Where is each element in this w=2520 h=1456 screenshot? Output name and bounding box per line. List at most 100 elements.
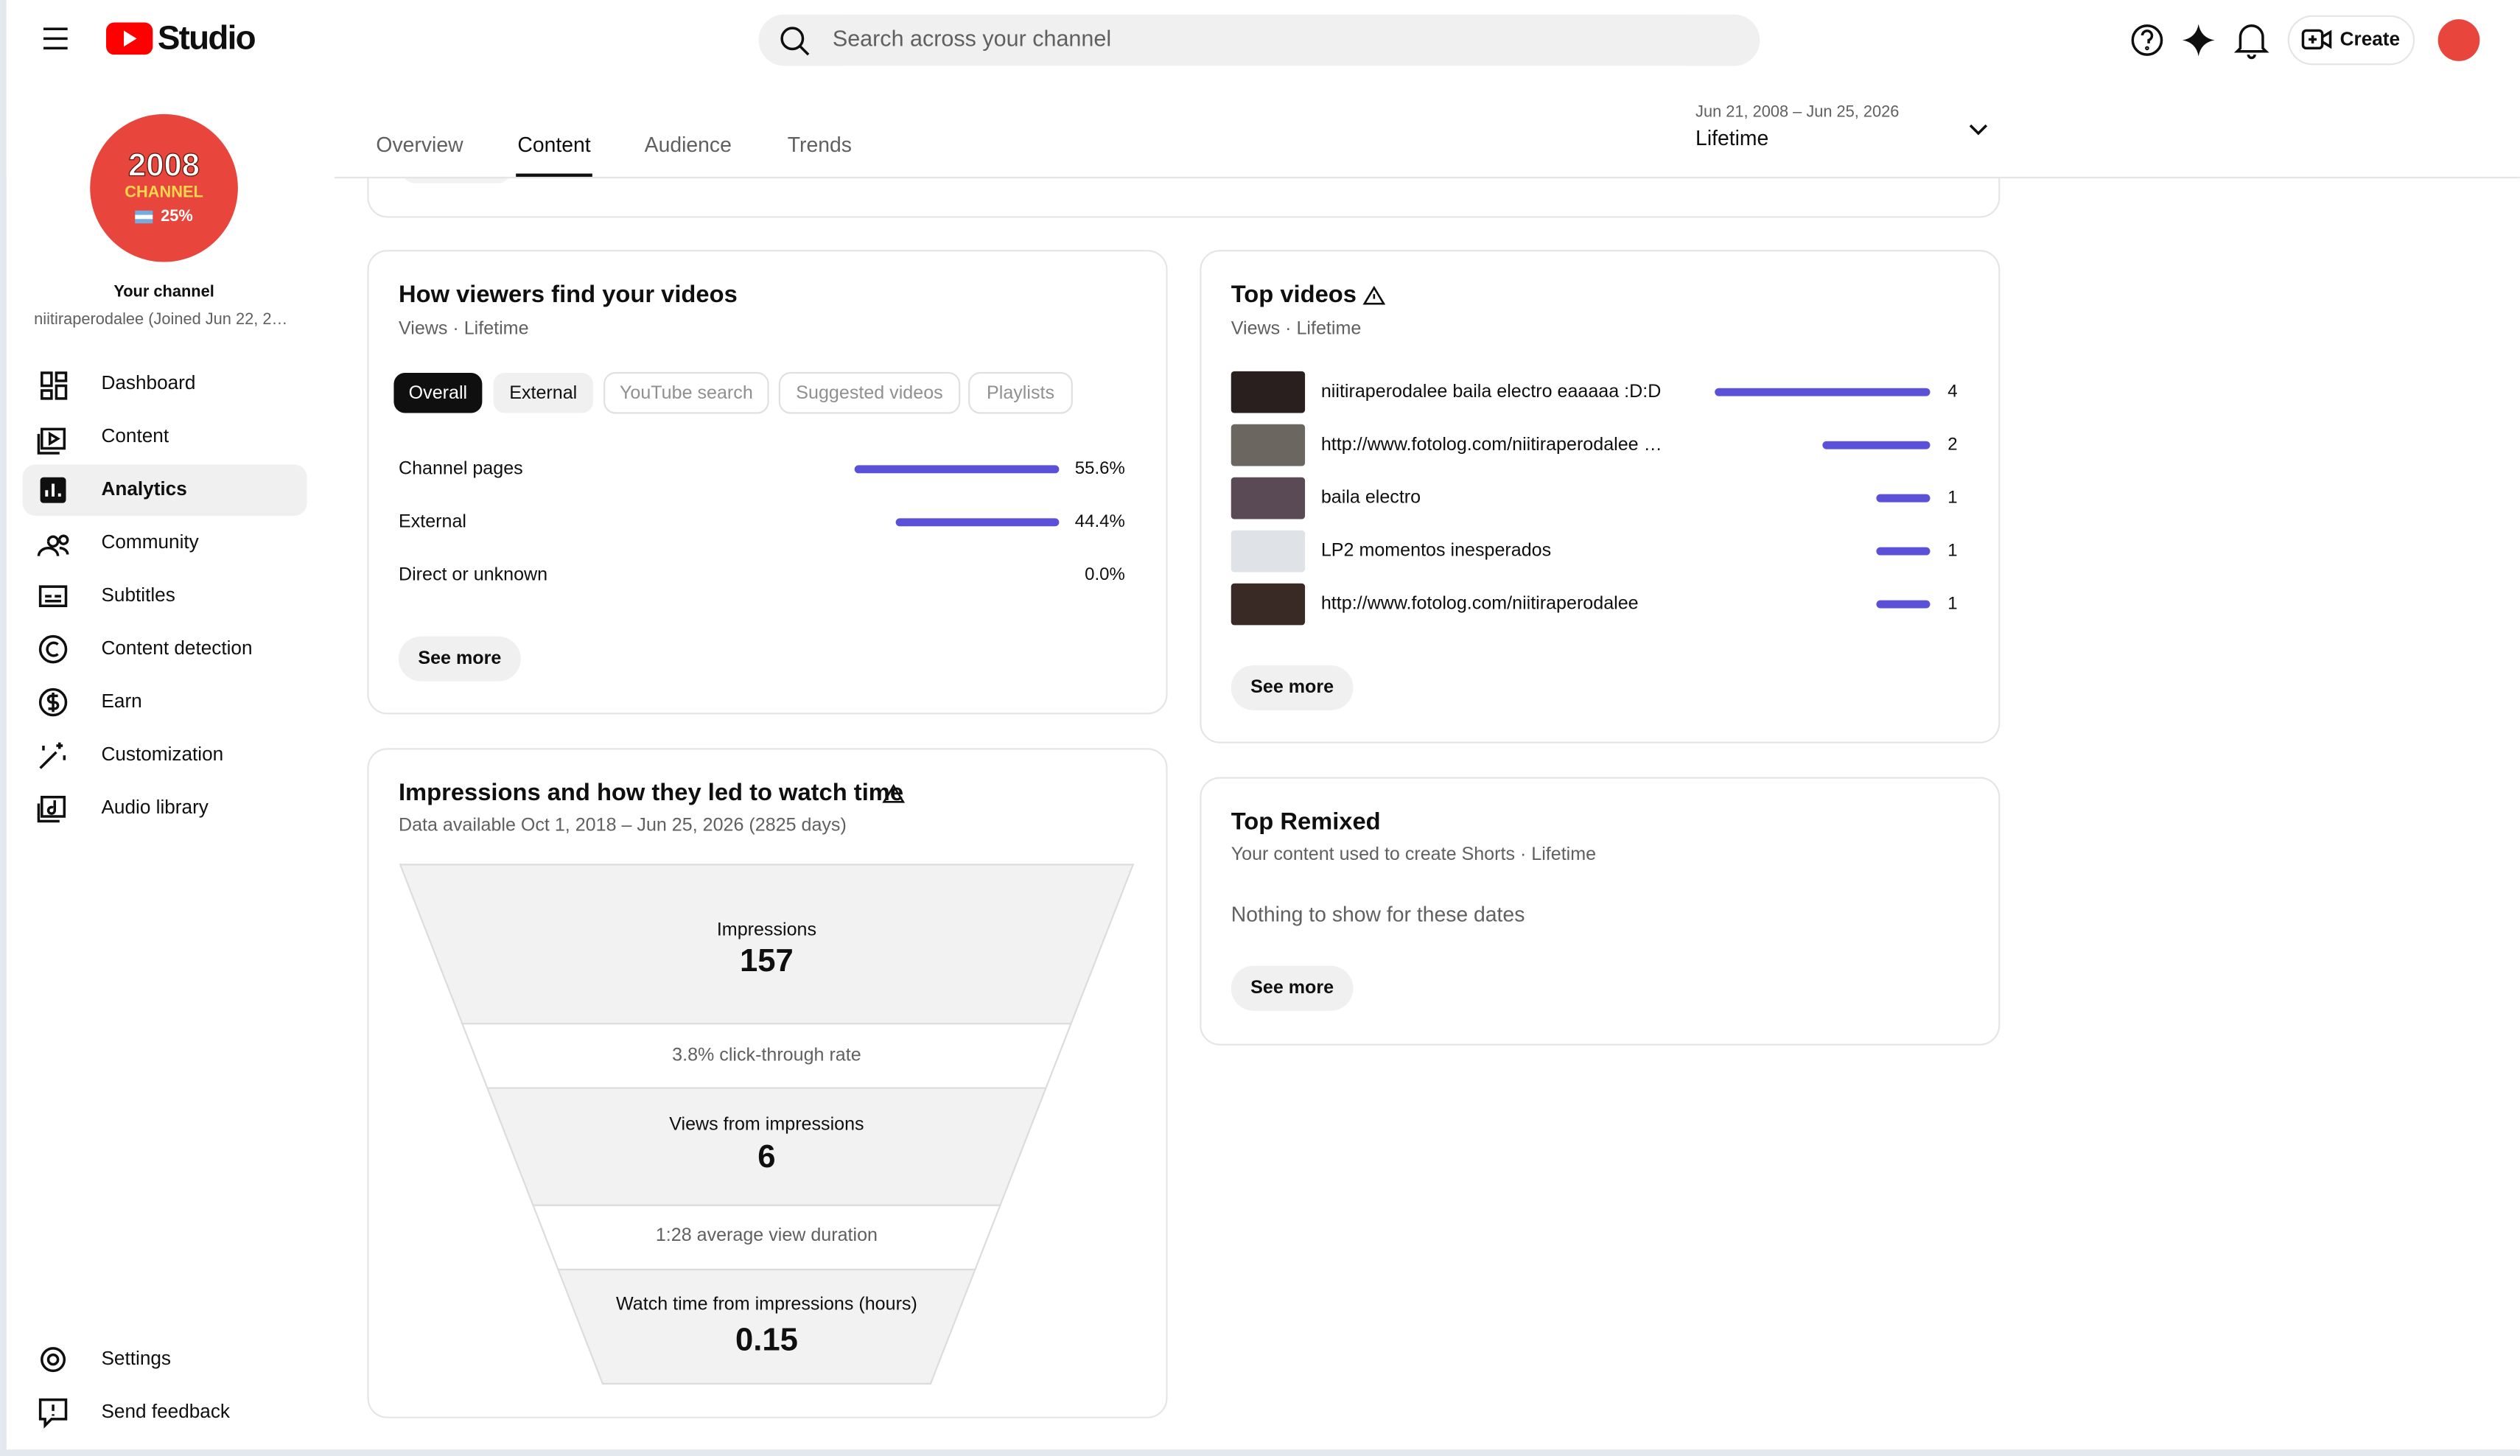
row-value: 44.4% — [1075, 511, 1125, 531]
funnel-label: Watch time from impressions (hours) — [616, 1294, 917, 1315]
nav-item[interactable]: Community — [101, 531, 199, 553]
card-title: Impressions and how they led to watch ti… — [399, 778, 903, 805]
card — [1200, 777, 2001, 1046]
card-title: How viewers find your videos — [399, 280, 738, 307]
funnel-label: Impressions — [717, 919, 816, 939]
nav-icon — [41, 371, 68, 400]
date-period[interactable]: Lifetime — [1695, 127, 1768, 150]
nav-item[interactable]: Settings — [101, 1347, 171, 1369]
frame — [0, 1449, 2520, 1456]
nav-icon — [37, 427, 66, 455]
filter-chip[interactable] — [778, 371, 961, 414]
avatar-text: 2008 — [128, 147, 200, 183]
avatar-text: CHANNEL — [125, 182, 203, 200]
tab[interactable]: Trends — [788, 133, 852, 157]
thumbnail — [1231, 530, 1306, 573]
card — [367, 250, 1168, 715]
avatar-text: 25% — [161, 206, 193, 225]
nav-icon — [38, 687, 68, 717]
card-title: Top videos — [1231, 280, 1357, 307]
search-placeholder: Search across your channel — [833, 27, 1111, 52]
ai-icon[interactable] — [2182, 24, 2215, 57]
tab[interactable]: Audience — [645, 133, 732, 157]
nav-item[interactable]: Earn — [101, 690, 141, 712]
chevron[interactable] — [1969, 124, 1988, 136]
card-subtitle: Views · Lifetime — [399, 318, 529, 339]
nav-item[interactable]: Analytics — [101, 477, 186, 500]
see-more-button[interactable] — [398, 636, 521, 682]
chip-label: Playlists — [987, 382, 1054, 403]
nav-item[interactable]: Audio library — [101, 796, 209, 818]
date-range: Jun 21, 2008 – Jun 25, 2026 — [1695, 102, 1899, 120]
filter-chip[interactable] — [968, 371, 1073, 414]
bar — [1876, 547, 1931, 556]
bar — [1876, 494, 1931, 503]
flag — [135, 214, 153, 220]
account-avatar[interactable] — [2437, 19, 2480, 61]
create-button[interactable] — [2287, 15, 2415, 66]
card-subtitle: Your content used to create Shorts · Lif… — [1231, 844, 1596, 864]
row-value: 1 — [1947, 593, 1957, 613]
nav-item[interactable]: Dashboard — [101, 371, 195, 393]
warning-icon — [882, 783, 906, 803]
chip-label: External — [509, 382, 577, 403]
nav-icon — [38, 585, 68, 607]
tab[interactable]: Content — [517, 133, 590, 157]
chip-label: Overall — [409, 382, 467, 403]
nav-item[interactable]: Send feedback — [101, 1400, 230, 1422]
row-label: Channel pages — [399, 458, 523, 478]
nav-icon — [45, 483, 61, 497]
thumbnail — [1231, 477, 1306, 519]
card-subtitle: Views · Lifetime — [1231, 318, 1362, 339]
row-value: 1 — [1947, 540, 1957, 560]
nav-item[interactable]: Content detection — [101, 637, 252, 659]
nav-icon — [37, 796, 66, 823]
search-icon — [780, 27, 810, 56]
bar — [1876, 600, 1931, 609]
video-title[interactable]: niitiraperodalee baila electro eaaaaa :D… — [1321, 381, 1661, 402]
video-title[interactable]: http://www.fotolog.com/niitiraperodalee — [1321, 593, 1639, 614]
help-icon[interactable] — [2131, 24, 2163, 56]
see-more-button[interactable] — [1231, 965, 1354, 1011]
nav-item[interactable]: Customization — [101, 743, 223, 765]
create-label: Create — [2340, 27, 2400, 49]
card-title: Top Remixed — [1231, 807, 1381, 834]
card — [1200, 250, 2001, 743]
video-title[interactable]: LP2 momentos inesperados — [1321, 540, 1551, 561]
nav-item[interactable]: Content — [101, 424, 169, 447]
filter-chip[interactable] — [493, 372, 593, 413]
row-value: 55.6% — [1075, 458, 1125, 478]
nav-icon — [41, 1347, 66, 1373]
card-subtitle: Data available Oct 1, 2018 – Jun 25, 202… — [399, 815, 847, 836]
row-value: 0.0% — [1085, 564, 1125, 584]
funnel-rate: 1:28 average view duration — [656, 1225, 878, 1245]
video-title[interactable]: baila electro — [1321, 487, 1421, 508]
video-title[interactable]: http://www.fotolog.com/niitiraperodalee … — [1321, 434, 1662, 455]
chip-label: Suggested videos — [796, 382, 942, 403]
nav-icon — [38, 1398, 68, 1429]
row-value: 4 — [1947, 382, 1957, 402]
see-more-label: See more — [1250, 676, 1334, 697]
nav-icon — [37, 534, 69, 556]
row-value: 1 — [1947, 487, 1957, 507]
funnel-value: 0.15 — [735, 1323, 798, 1358]
notifications-icon[interactable] — [2233, 24, 2269, 60]
nav-icon — [39, 742, 66, 769]
see-more-label: See more — [1250, 977, 1334, 998]
search-bar[interactable] — [758, 14, 1760, 66]
channel-label: Your channel — [113, 282, 214, 301]
bar — [895, 518, 1060, 527]
logo-play — [124, 30, 137, 47]
filter-chip[interactable] — [393, 372, 483, 413]
nav-highlight — [22, 464, 307, 517]
thumbnail — [1231, 424, 1306, 466]
nav-item[interactable]: Subtitles — [101, 584, 175, 606]
menu-icon[interactable] — [43, 27, 68, 50]
nav-icon — [38, 634, 68, 664]
filter-chip[interactable] — [603, 371, 769, 414]
thumbnail — [1231, 583, 1306, 626]
funnel-segment — [556, 1268, 976, 1385]
tab[interactable]: Overview — [376, 133, 463, 157]
see-more-button[interactable] — [1231, 665, 1354, 711]
